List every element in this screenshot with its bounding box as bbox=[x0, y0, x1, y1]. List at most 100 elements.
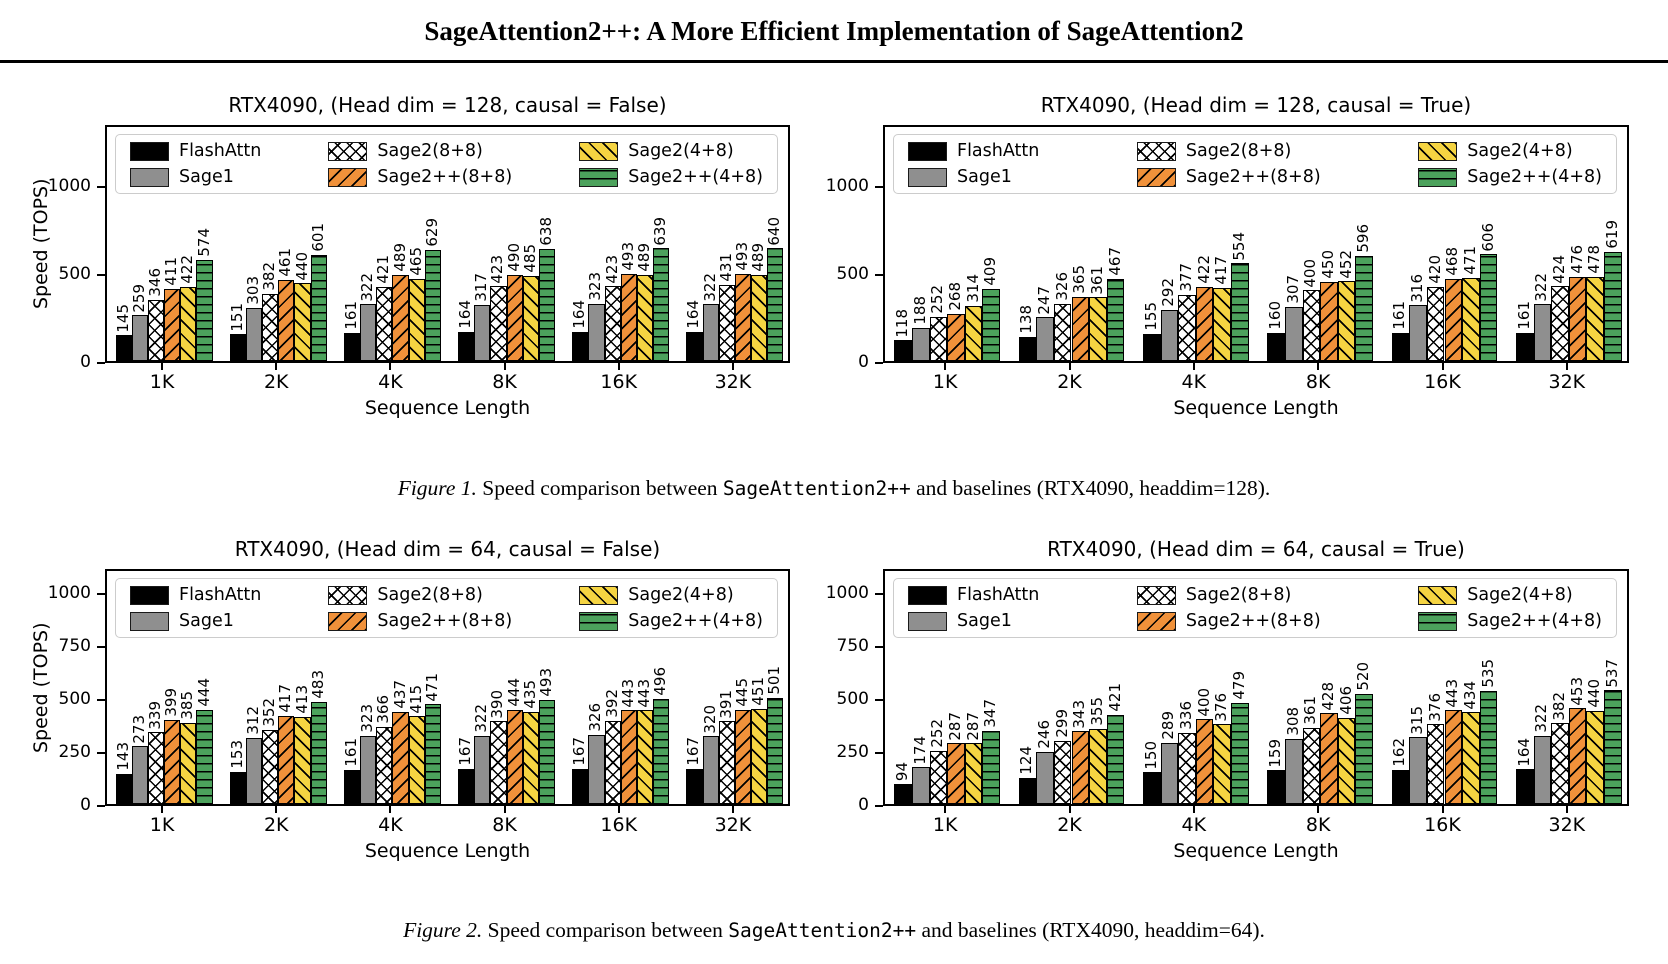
bar-value-label: 461 bbox=[276, 248, 295, 277]
bar bbox=[1604, 251, 1622, 361]
bar-value-label: 268 bbox=[945, 282, 964, 311]
bar-value-label: 312 bbox=[243, 706, 262, 735]
legend-swatch bbox=[908, 585, 947, 605]
bar bbox=[718, 721, 735, 804]
bar bbox=[506, 710, 523, 804]
bar-value-label: 444 bbox=[194, 678, 213, 708]
x-tick-mark bbox=[617, 363, 620, 370]
bar-value-label: 496 bbox=[651, 667, 670, 697]
bar-value-label: 382 bbox=[1550, 691, 1569, 721]
bar bbox=[767, 698, 784, 804]
bar-value-label: 417 bbox=[1212, 255, 1231, 285]
bar-value-label: 489 bbox=[749, 243, 768, 272]
legend-item: FlashAttn bbox=[130, 141, 261, 161]
bar-value-label: 420 bbox=[1425, 255, 1444, 284]
bar bbox=[751, 708, 768, 804]
legend-item-label: FlashAttn bbox=[179, 141, 262, 161]
bar-value-label: 326 bbox=[586, 703, 605, 733]
bar-value-label: 444 bbox=[504, 678, 523, 708]
legend-item: Sage2(4+8) bbox=[579, 141, 763, 161]
chart-headdim64-causal-false: RTX4090, (Head dim = 64, causal = False)… bbox=[20, 513, 796, 884]
bar bbox=[588, 735, 605, 804]
x-tick-mark bbox=[1565, 806, 1568, 813]
bar bbox=[620, 710, 637, 804]
figure2-label: Figure 2. bbox=[403, 918, 483, 942]
bar-value-label: 322 bbox=[700, 272, 719, 302]
bar bbox=[894, 784, 912, 804]
legend-item: Sage2(4+8) bbox=[1418, 585, 1602, 605]
bar bbox=[929, 316, 948, 361]
bar-value-label: 424 bbox=[1550, 254, 1569, 284]
bar-value-label: 417 bbox=[276, 684, 295, 713]
chart-title: RTX4090, (Head dim = 64, causal = True) bbox=[1047, 537, 1465, 561]
legend-swatch bbox=[1418, 167, 1458, 187]
bar-value-label: 422 bbox=[1194, 254, 1213, 284]
bar bbox=[1053, 303, 1072, 361]
x-axis-label: Sequence Length bbox=[364, 397, 531, 419]
x-tick-label: 16K bbox=[1424, 371, 1461, 393]
bar-value-label: 453 bbox=[1567, 676, 1586, 706]
bar-value-label: 361 bbox=[1087, 265, 1106, 295]
x-tick-label: 32K bbox=[714, 814, 752, 836]
legend-swatch bbox=[908, 141, 947, 161]
legend-item-label: Sage2(8+8) bbox=[1185, 585, 1292, 605]
x-tick-mark bbox=[1441, 363, 1444, 370]
bar-value-label: 355 bbox=[1087, 697, 1106, 726]
bar bbox=[1071, 296, 1090, 361]
y-tick-mark bbox=[97, 752, 105, 755]
bar bbox=[1160, 309, 1179, 361]
bar bbox=[1604, 690, 1622, 804]
x-tick-mark bbox=[617, 806, 620, 813]
bar bbox=[1106, 714, 1125, 804]
x-tick-mark bbox=[1192, 806, 1195, 813]
bar bbox=[1142, 333, 1161, 361]
bar bbox=[1302, 290, 1321, 361]
bar bbox=[245, 737, 263, 804]
bar-value-label: 421 bbox=[374, 255, 393, 284]
bar bbox=[572, 768, 589, 804]
legend-swatch bbox=[130, 167, 169, 187]
bar-value-label: 252 bbox=[928, 284, 947, 314]
legend-item-label: FlashAttn bbox=[179, 585, 262, 605]
legend-item-label: Sage2(8+8) bbox=[377, 585, 483, 605]
x-tick-label: 16K bbox=[600, 814, 638, 836]
bar bbox=[767, 248, 784, 361]
bar-value-label: 520 bbox=[1354, 662, 1373, 691]
bar bbox=[718, 285, 735, 361]
legend-item: Sage1 bbox=[908, 611, 1039, 631]
bar-value-label: 322 bbox=[1532, 272, 1551, 302]
bar-value-label: 336 bbox=[1177, 701, 1196, 730]
bar bbox=[964, 305, 983, 361]
bar bbox=[131, 315, 148, 361]
bar-value-label: 316 bbox=[1408, 273, 1427, 303]
bar-value-label: 489 bbox=[390, 243, 409, 272]
y-tick-mark bbox=[97, 699, 105, 702]
bar-value-label: 629 bbox=[422, 218, 441, 248]
bar bbox=[1409, 737, 1427, 804]
bar bbox=[1018, 336, 1037, 361]
legend-swatch bbox=[579, 585, 619, 605]
bar bbox=[1267, 770, 1285, 804]
bar-value-label: 303 bbox=[243, 275, 262, 305]
bar bbox=[115, 773, 132, 804]
x-tick-label: 1K bbox=[932, 371, 958, 393]
header-divider bbox=[0, 60, 1668, 63]
bar-value-label: 443 bbox=[1443, 678, 1462, 708]
legend-item: Sage2++(8+8) bbox=[328, 167, 512, 187]
bar-value-label: 422 bbox=[178, 254, 197, 284]
bar bbox=[1551, 286, 1569, 361]
figure1-code-text: SageAttention2++ bbox=[722, 477, 911, 500]
figure1-text-before: Speed comparison between bbox=[476, 476, 723, 500]
legend-swatch bbox=[328, 141, 368, 161]
bar-value-label: 308 bbox=[1283, 707, 1302, 736]
bar-value-label: 322 bbox=[358, 272, 377, 302]
bar bbox=[929, 750, 948, 804]
bar bbox=[343, 769, 361, 804]
figure2-text-before: Speed comparison between bbox=[482, 918, 729, 942]
bar-value-label: 501 bbox=[765, 666, 784, 695]
figure1-label: Figure 1. bbox=[397, 476, 477, 500]
bar-value-label: 411 bbox=[162, 256, 181, 286]
bar-value-label: 406 bbox=[1336, 686, 1355, 716]
x-tick-mark bbox=[731, 806, 734, 813]
bar bbox=[115, 335, 132, 361]
